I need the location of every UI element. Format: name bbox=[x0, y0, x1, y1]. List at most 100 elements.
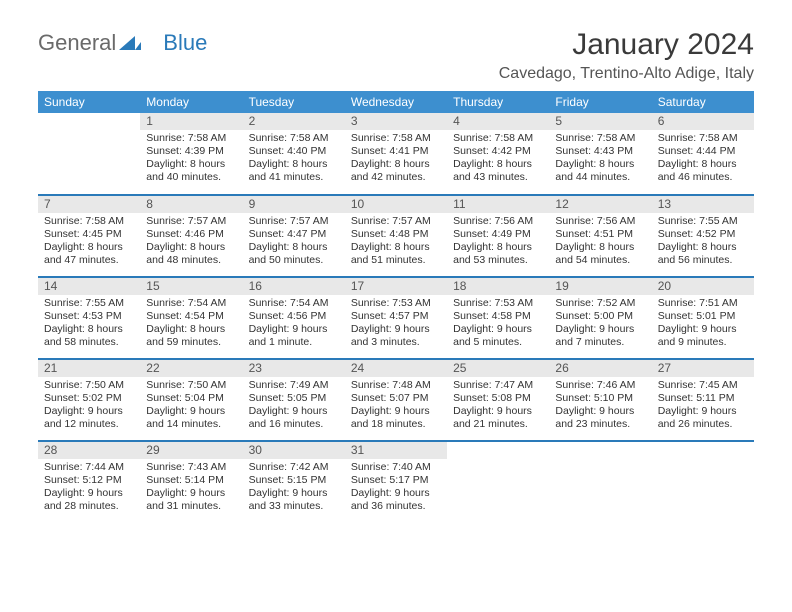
daylight-line2: and 47 minutes. bbox=[44, 254, 134, 267]
day-body: Sunrise: 7:56 AMSunset: 4:51 PMDaylight:… bbox=[549, 213, 651, 272]
day-body: Sunrise: 7:50 AMSunset: 5:04 PMDaylight:… bbox=[140, 377, 242, 436]
daylight-line2: and 16 minutes. bbox=[249, 418, 339, 431]
day-number: 15 bbox=[140, 278, 242, 295]
daylight-line2: and 36 minutes. bbox=[351, 500, 441, 513]
sunrise-text: Sunrise: 7:58 AM bbox=[453, 132, 543, 145]
daylight-line1: Daylight: 9 hours bbox=[453, 323, 543, 336]
daylight-line1: Daylight: 8 hours bbox=[146, 241, 236, 254]
day-number: 28 bbox=[38, 442, 140, 459]
header: General Blue January 2024 Cavedago, Tren… bbox=[38, 28, 754, 83]
daylight-line2: and 46 minutes. bbox=[658, 171, 748, 184]
daylight-line1: Daylight: 8 hours bbox=[555, 241, 645, 254]
day-body: Sunrise: 7:58 AMSunset: 4:39 PMDaylight:… bbox=[140, 130, 242, 189]
sunset-text: Sunset: 4:40 PM bbox=[249, 145, 339, 158]
day-body: Sunrise: 7:53 AMSunset: 4:58 PMDaylight:… bbox=[447, 295, 549, 354]
daylight-line1: Daylight: 8 hours bbox=[555, 158, 645, 171]
day-number: 6 bbox=[652, 113, 754, 130]
sunset-text: Sunset: 4:44 PM bbox=[658, 145, 748, 158]
sunrise-text: Sunrise: 7:43 AM bbox=[146, 461, 236, 474]
day-number: 14 bbox=[38, 278, 140, 295]
calendar-cell: 30Sunrise: 7:42 AMSunset: 5:15 PMDayligh… bbox=[243, 441, 345, 523]
day-body: Sunrise: 7:54 AMSunset: 4:56 PMDaylight:… bbox=[243, 295, 345, 354]
day-number: 16 bbox=[243, 278, 345, 295]
day-number: 13 bbox=[652, 196, 754, 213]
day-number: 7 bbox=[38, 196, 140, 213]
day-number: 25 bbox=[447, 360, 549, 377]
logo: General Blue bbox=[38, 28, 207, 54]
daylight-line2: and 33 minutes. bbox=[249, 500, 339, 513]
daylight-line2: and 23 minutes. bbox=[555, 418, 645, 431]
daylight-line1: Daylight: 9 hours bbox=[351, 405, 441, 418]
day-number-empty bbox=[549, 442, 651, 459]
daylight-line1: Daylight: 8 hours bbox=[658, 158, 748, 171]
sunrise-text: Sunrise: 7:44 AM bbox=[44, 461, 134, 474]
day-number: 9 bbox=[243, 196, 345, 213]
daylight-line1: Daylight: 9 hours bbox=[658, 323, 748, 336]
day-body: Sunrise: 7:53 AMSunset: 4:57 PMDaylight:… bbox=[345, 295, 447, 354]
sunrise-text: Sunrise: 7:52 AM bbox=[555, 297, 645, 310]
day-body: Sunrise: 7:42 AMSunset: 5:15 PMDaylight:… bbox=[243, 459, 345, 518]
sunset-text: Sunset: 4:49 PM bbox=[453, 228, 543, 241]
sunrise-text: Sunrise: 7:50 AM bbox=[44, 379, 134, 392]
sunset-text: Sunset: 4:58 PM bbox=[453, 310, 543, 323]
calendar-cell bbox=[652, 441, 754, 523]
daylight-line2: and 1 minute. bbox=[249, 336, 339, 349]
sunrise-text: Sunrise: 7:54 AM bbox=[146, 297, 236, 310]
calendar-week-row: 1Sunrise: 7:58 AMSunset: 4:39 PMDaylight… bbox=[38, 113, 754, 195]
day-body: Sunrise: 7:58 AMSunset: 4:40 PMDaylight:… bbox=[243, 130, 345, 189]
sunset-text: Sunset: 5:10 PM bbox=[555, 392, 645, 405]
sunset-text: Sunset: 4:54 PM bbox=[146, 310, 236, 323]
day-number: 20 bbox=[652, 278, 754, 295]
daylight-line2: and 53 minutes. bbox=[453, 254, 543, 267]
sunset-text: Sunset: 4:56 PM bbox=[249, 310, 339, 323]
day-number: 21 bbox=[38, 360, 140, 377]
sunset-text: Sunset: 5:11 PM bbox=[658, 392, 748, 405]
daylight-line1: Daylight: 9 hours bbox=[555, 323, 645, 336]
sunrise-text: Sunrise: 7:53 AM bbox=[351, 297, 441, 310]
daylight-line2: and 3 minutes. bbox=[351, 336, 441, 349]
sunrise-text: Sunrise: 7:58 AM bbox=[249, 132, 339, 145]
daylight-line2: and 51 minutes. bbox=[351, 254, 441, 267]
sunrise-text: Sunrise: 7:42 AM bbox=[249, 461, 339, 474]
calendar-cell: 28Sunrise: 7:44 AMSunset: 5:12 PMDayligh… bbox=[38, 441, 140, 523]
sunrise-text: Sunrise: 7:50 AM bbox=[146, 379, 236, 392]
sunset-text: Sunset: 4:42 PM bbox=[453, 145, 543, 158]
sunrise-text: Sunrise: 7:56 AM bbox=[453, 215, 543, 228]
page-title: January 2024 bbox=[499, 28, 754, 61]
sunrise-text: Sunrise: 7:56 AM bbox=[555, 215, 645, 228]
sunset-text: Sunset: 5:04 PM bbox=[146, 392, 236, 405]
calendar-cell bbox=[549, 441, 651, 523]
sunset-text: Sunset: 5:00 PM bbox=[555, 310, 645, 323]
location-text: Cavedago, Trentino-Alto Adige, Italy bbox=[499, 65, 754, 83]
day-header: Saturday bbox=[652, 91, 754, 113]
calendar-cell: 10Sunrise: 7:57 AMSunset: 4:48 PMDayligh… bbox=[345, 195, 447, 277]
title-block: January 2024 Cavedago, Trentino-Alto Adi… bbox=[499, 28, 754, 83]
day-number: 4 bbox=[447, 113, 549, 130]
daylight-line2: and 14 minutes. bbox=[146, 418, 236, 431]
calendar-cell: 5Sunrise: 7:58 AMSunset: 4:43 PMDaylight… bbox=[549, 113, 651, 195]
sunset-text: Sunset: 5:07 PM bbox=[351, 392, 441, 405]
daylight-line2: and 48 minutes. bbox=[146, 254, 236, 267]
calendar-cell: 22Sunrise: 7:50 AMSunset: 5:04 PMDayligh… bbox=[140, 359, 242, 441]
day-header: Thursday bbox=[447, 91, 549, 113]
calendar-cell: 8Sunrise: 7:57 AMSunset: 4:46 PMDaylight… bbox=[140, 195, 242, 277]
daylight-line1: Daylight: 9 hours bbox=[146, 405, 236, 418]
day-header-row: Sunday Monday Tuesday Wednesday Thursday… bbox=[38, 91, 754, 113]
calendar-week-row: 14Sunrise: 7:55 AMSunset: 4:53 PMDayligh… bbox=[38, 277, 754, 359]
calendar-cell: 18Sunrise: 7:53 AMSunset: 4:58 PMDayligh… bbox=[447, 277, 549, 359]
sunset-text: Sunset: 4:48 PM bbox=[351, 228, 441, 241]
calendar-cell: 12Sunrise: 7:56 AMSunset: 4:51 PMDayligh… bbox=[549, 195, 651, 277]
calendar-table: Sunday Monday Tuesday Wednesday Thursday… bbox=[38, 91, 754, 523]
calendar-cell: 1Sunrise: 7:58 AMSunset: 4:39 PMDaylight… bbox=[140, 113, 242, 195]
calendar-week-row: 21Sunrise: 7:50 AMSunset: 5:02 PMDayligh… bbox=[38, 359, 754, 441]
calendar-cell: 15Sunrise: 7:54 AMSunset: 4:54 PMDayligh… bbox=[140, 277, 242, 359]
sunrise-text: Sunrise: 7:53 AM bbox=[453, 297, 543, 310]
day-header: Wednesday bbox=[345, 91, 447, 113]
calendar-cell: 31Sunrise: 7:40 AMSunset: 5:17 PMDayligh… bbox=[345, 441, 447, 523]
sunset-text: Sunset: 5:08 PM bbox=[453, 392, 543, 405]
sunset-text: Sunset: 5:02 PM bbox=[44, 392, 134, 405]
calendar-week-row: 7Sunrise: 7:58 AMSunset: 4:45 PMDaylight… bbox=[38, 195, 754, 277]
calendar-cell: 23Sunrise: 7:49 AMSunset: 5:05 PMDayligh… bbox=[243, 359, 345, 441]
sunrise-text: Sunrise: 7:55 AM bbox=[44, 297, 134, 310]
day-number-empty bbox=[652, 442, 754, 459]
